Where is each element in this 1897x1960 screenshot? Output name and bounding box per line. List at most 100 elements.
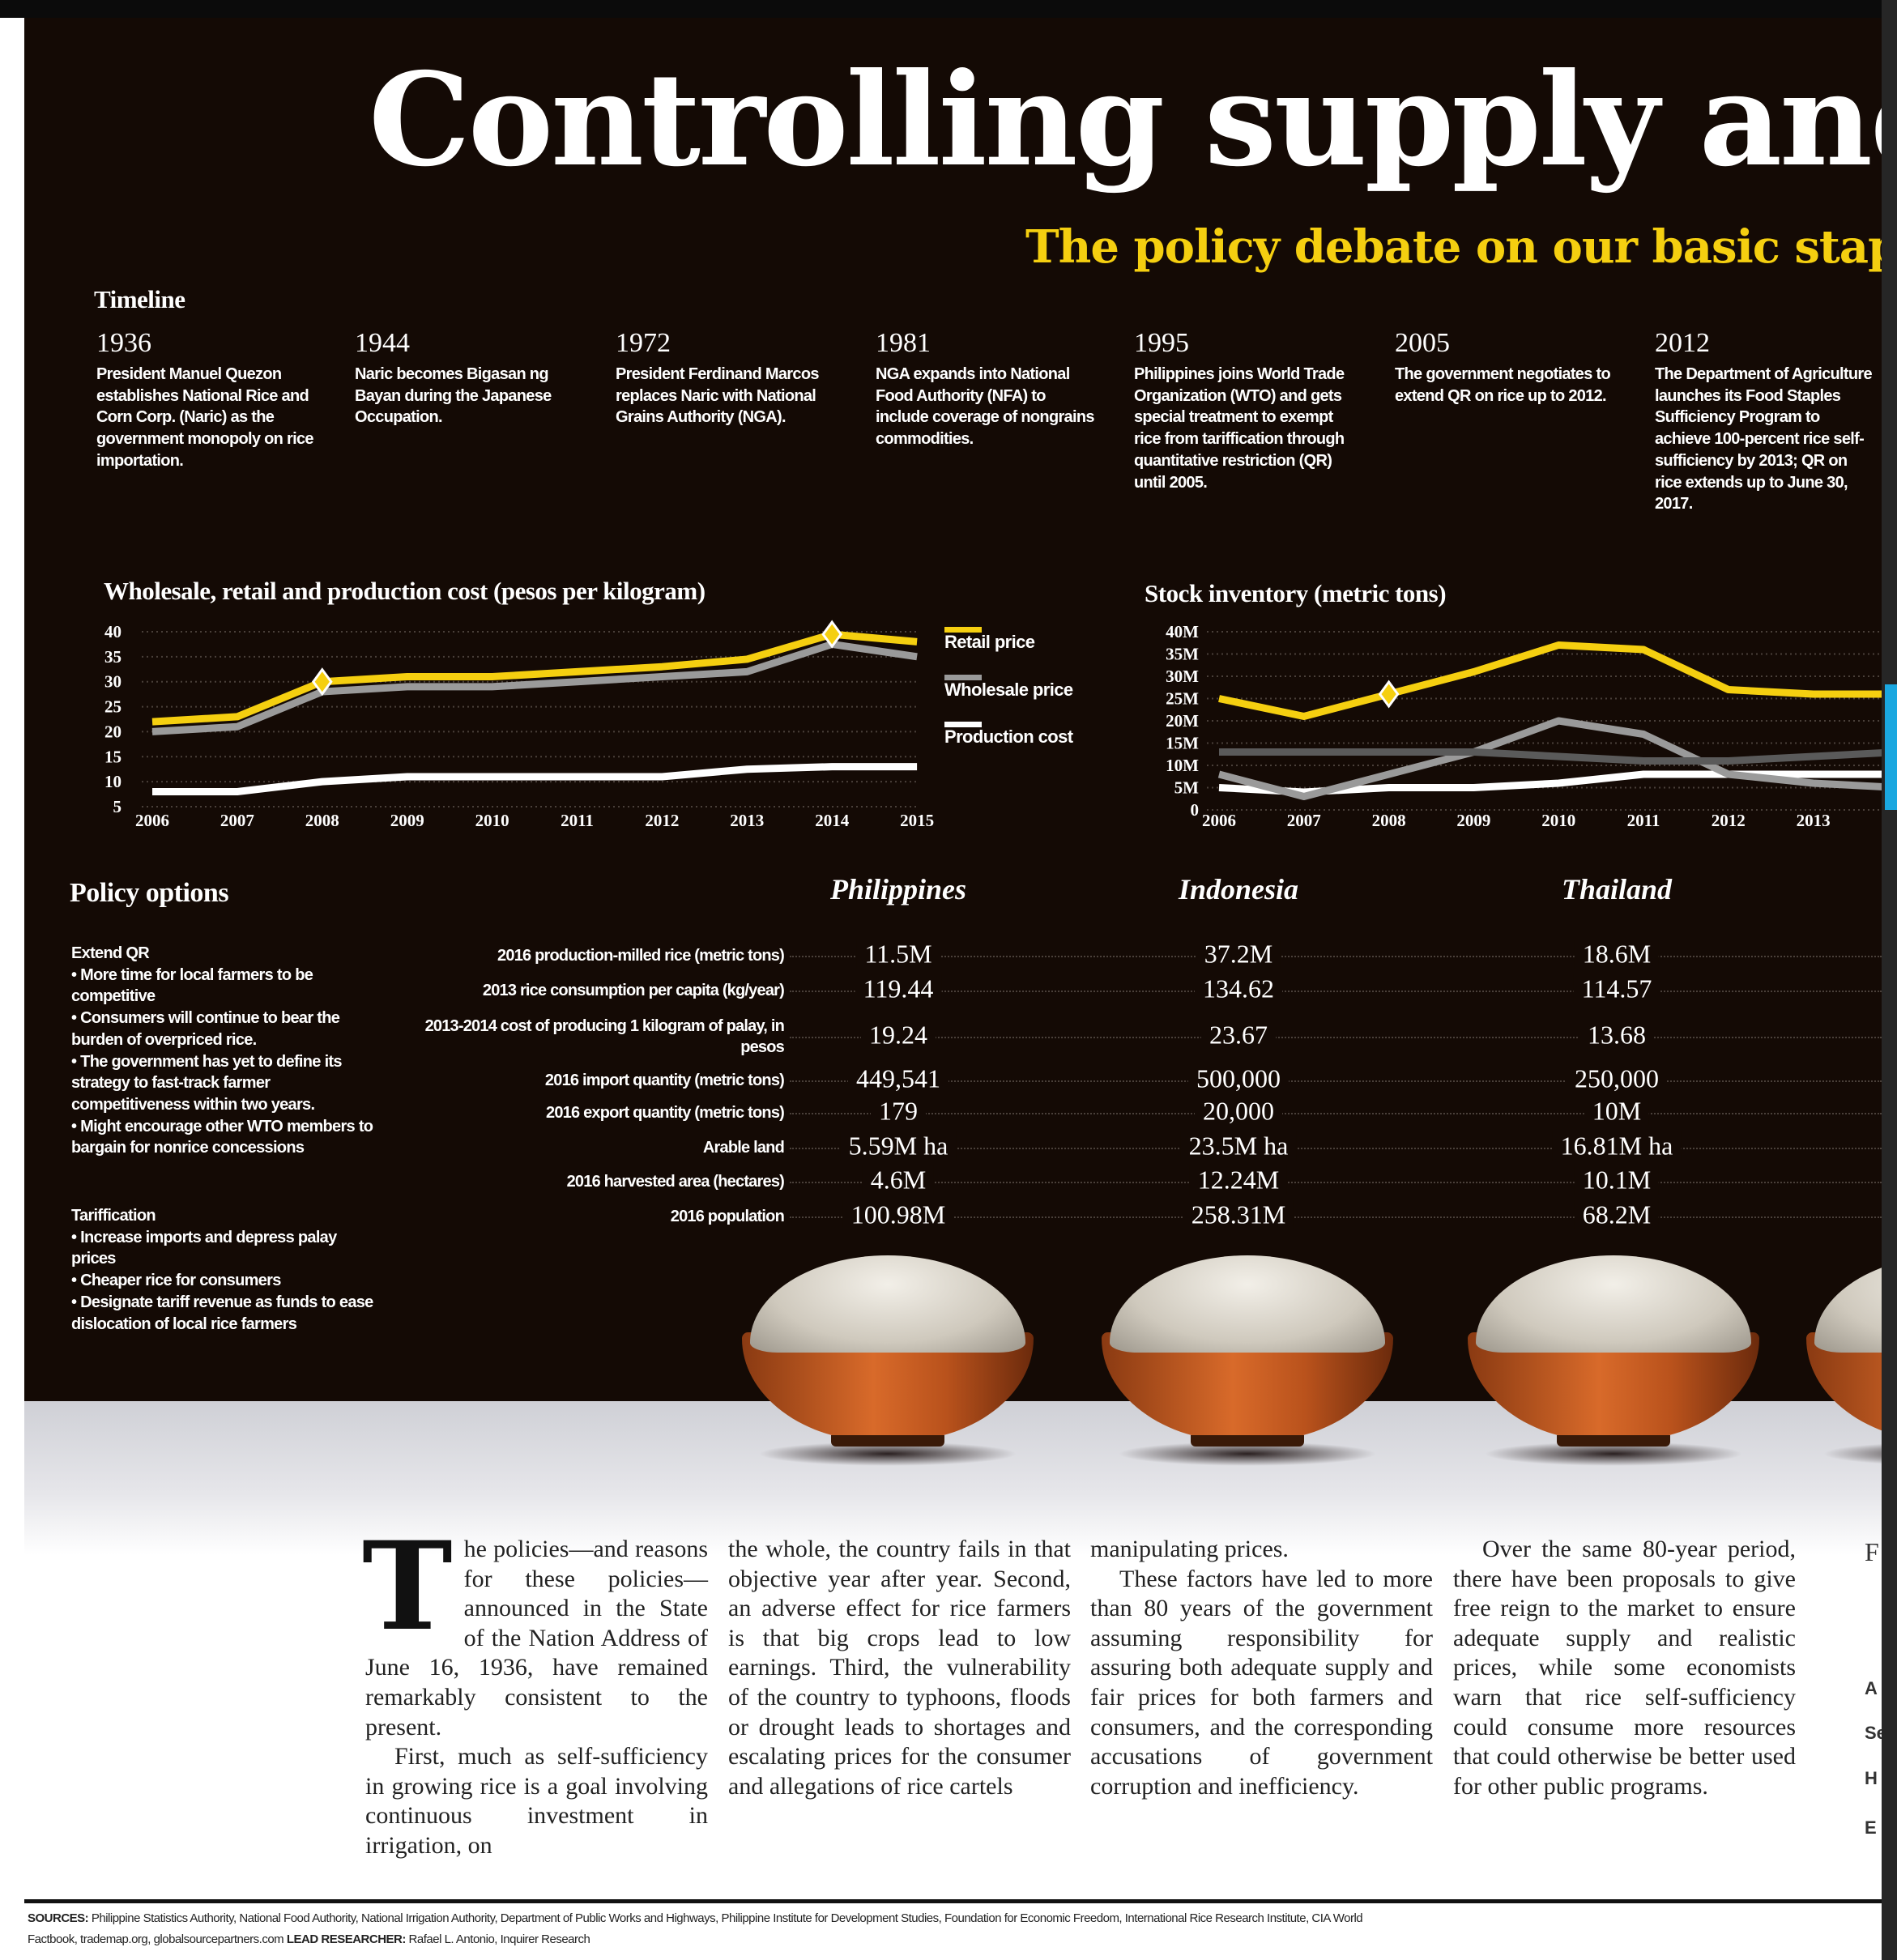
timeline-text: The Department of Agriculture launches i… <box>1655 365 1873 513</box>
timeline-text: President Ferdinand Marcos replaces Nari… <box>616 365 819 427</box>
row-divider <box>790 1182 1882 1183</box>
y-tick-label: 30M <box>1166 667 1199 686</box>
x-tick-label: 2011 <box>1627 811 1660 830</box>
researcher-text: Rafael L. Antonio, Inquirer Research <box>408 1932 590 1946</box>
row-value: 68.2M <box>1574 1199 1660 1230</box>
x-tick-label: 2014 <box>815 811 850 830</box>
y-tick-label: 35M <box>1166 645 1199 664</box>
series-line <box>152 763 918 795</box>
scroll-indicator[interactable] <box>1885 684 1897 810</box>
drop-cap: T <box>362 1515 453 1658</box>
row-value: 5.59M ha <box>840 1131 957 1161</box>
data-point-marker <box>1378 680 1400 709</box>
series-line <box>1218 641 1897 720</box>
policy-block: Tariffication • Increase imports and depr… <box>71 1205 379 1335</box>
y-tick-label: 40 <box>104 622 121 641</box>
x-tick-label: 2009 <box>390 811 424 830</box>
timeline-event: 1995 Philippines joins World Trade Organi… <box>1134 328 1353 493</box>
policy-heading: Policy options <box>70 878 229 908</box>
row-value: 12.24M <box>1189 1165 1288 1195</box>
legend-label-retail: Retail price <box>944 632 1035 652</box>
timeline-event: 1944 Naric becomes Bigasan ng Bayan durin… <box>355 328 573 428</box>
row-value: 100.98M <box>842 1199 954 1230</box>
row-value: 10.1M <box>1574 1165 1660 1195</box>
x-tick-label: 2011 <box>561 811 594 830</box>
row-value: 4.6M <box>862 1165 935 1195</box>
row-label: 2013 rice consumption per capita (kg/yea… <box>482 982 785 999</box>
column-5-fragment: E <box>1865 1817 1877 1838</box>
timeline-event: 1972 President Ferdinand Marcos replaces … <box>616 328 834 428</box>
sources-text: Philippine Statistics Authority, Nationa… <box>28 1911 1363 1946</box>
series-line <box>1219 748 1897 765</box>
timeline-year: 2005 <box>1395 328 1450 358</box>
page-subtitle: The policy debate on our basic staple <box>1025 220 1897 274</box>
article-column-1: T he policies—and reasons for these poli… <box>362 1515 708 1861</box>
timeline-text: The government negotiates to extend QR o… <box>1395 365 1611 405</box>
legend-label-wholesale: Wholesale price <box>944 680 1073 700</box>
policy-bullet: • Might encourage other WTO members to b… <box>71 1117 373 1157</box>
row-value: 119.44 <box>855 974 942 1004</box>
row-value: 18.6M <box>1574 939 1660 969</box>
window-edge <box>1882 0 1897 1960</box>
row-label: 2016 production-milled rice (metric tons… <box>497 947 785 965</box>
y-tick-label: 10M <box>1166 756 1199 775</box>
policy-bullet-text: The government has yet to define its str… <box>71 1052 343 1114</box>
article-column-2: the whole, the country fails in that obj… <box>728 1535 1071 1801</box>
row-value: 16.81M ha <box>1552 1131 1682 1161</box>
series-line <box>1217 717 1897 800</box>
policy-bullet-text: Might encourage other WTO members to bar… <box>71 1117 373 1157</box>
footer-rule <box>24 1899 1882 1903</box>
x-tick-label: 2006 <box>1202 811 1236 830</box>
series-line <box>151 640 918 735</box>
legend-swatch-retail <box>944 627 982 633</box>
rice-bowl-philippines <box>742 1255 1034 1466</box>
series-line <box>151 630 918 726</box>
x-tick-label: 2010 <box>475 811 509 830</box>
policy-bullet: • More time for local farmers to be comp… <box>71 965 313 1006</box>
rice-bowl-thailand <box>1468 1255 1759 1466</box>
timeline-year: 1944 <box>355 328 410 358</box>
country-philippines: Philippines <box>829 873 967 905</box>
y-tick-label: 20M <box>1166 711 1199 731</box>
timeline-year: 2012 <box>1655 328 1710 358</box>
row-label: Arable land <box>702 1139 785 1157</box>
y-tick-label: 0 <box>1191 800 1200 820</box>
timeline-year: 1972 <box>616 328 671 358</box>
rice-bowl-indonesia <box>1102 1255 1393 1466</box>
timeline-event: 2005 The government negotiates to extend … <box>1395 328 1614 407</box>
y-tick-label: 40M <box>1166 622 1199 641</box>
sources-label: SOURCES: <box>28 1911 89 1925</box>
y-tick-label: 20 <box>104 722 121 741</box>
y-tick-label: 15M <box>1166 734 1199 753</box>
row-label: 2016 export quantity (metric tons) <box>546 1104 785 1122</box>
paragraph: These factors have led to more than 80 y… <box>1090 1565 1433 1800</box>
paragraph: he policies—and reasons for these polici… <box>365 1536 708 1741</box>
row-value: 19.24 <box>861 1020 936 1050</box>
stock-chart-title: Stock inventory (metric tons) <box>1145 579 1447 607</box>
policy-block: Extend QR • More time for local farmers t… <box>71 943 379 1159</box>
row-divider <box>790 1037 1882 1038</box>
y-tick-label: 25 <box>104 697 121 717</box>
column-5-fragment: H <box>1865 1768 1878 1788</box>
legend-swatch-production <box>944 722 982 727</box>
timeline-text: NGA expands into National Food Authority… <box>876 365 1094 449</box>
timeline-text: Naric becomes Bigasan ng Bayan during th… <box>355 365 552 427</box>
country-thailand: Thailand <box>1561 873 1673 905</box>
top-bar <box>0 0 1897 18</box>
policy-bullet: • The government has yet to define its s… <box>71 1052 343 1114</box>
infographic-panel <box>24 18 1882 1401</box>
row-label: 2016 population <box>670 1208 785 1225</box>
x-tick-label: 2009 <box>1456 811 1490 830</box>
row-divider <box>790 1113 1882 1114</box>
y-tick-label: 10 <box>104 772 121 791</box>
timeline-year: 1936 <box>96 328 151 358</box>
row-value: 23.67 <box>1201 1020 1276 1050</box>
legend-swatch-wholesale <box>944 675 982 680</box>
column-5-fragment: A <box>1865 1678 1878 1698</box>
row-divider <box>790 991 1882 992</box>
row-value: 114.57 <box>1573 974 1660 1004</box>
x-tick-label: 2010 <box>1541 811 1575 830</box>
price-chart-title: Wholesale, retail and production cost (p… <box>104 577 706 605</box>
country-indonesia: Indonesia <box>1178 873 1299 905</box>
policy-title: Tariffication <box>71 1207 156 1225</box>
